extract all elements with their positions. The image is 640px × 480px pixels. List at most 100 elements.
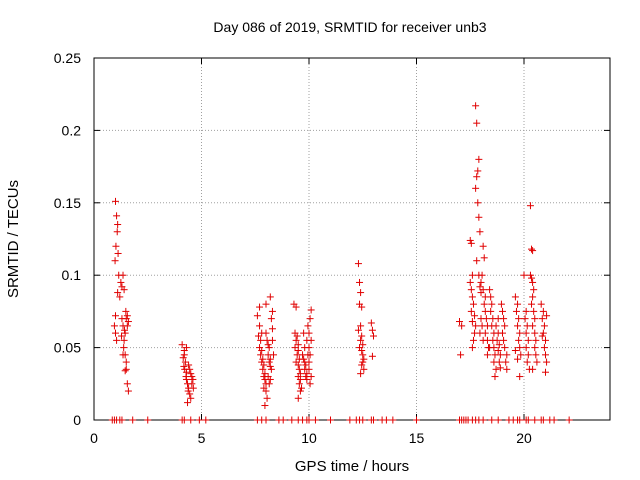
data-point	[529, 278, 537, 286]
data-point	[356, 278, 364, 286]
data-point	[265, 380, 273, 388]
data-point	[118, 332, 126, 340]
data-point	[522, 329, 530, 337]
data-point	[468, 318, 476, 326]
data-point	[528, 245, 536, 253]
data-point	[185, 361, 193, 369]
data-point	[121, 329, 129, 337]
data-point	[528, 300, 536, 308]
data-point	[538, 332, 546, 340]
y-tick-label: 0.2	[62, 122, 82, 138]
data-point	[495, 358, 503, 366]
data-point	[346, 416, 354, 424]
y-tick-label: 0.25	[54, 50, 81, 66]
data-point	[493, 336, 501, 344]
y-tick-label: 0	[73, 412, 81, 428]
data-point	[180, 362, 188, 370]
data-point	[266, 375, 274, 383]
data-point	[473, 119, 481, 127]
data-point	[524, 416, 532, 424]
data-point	[516, 344, 524, 352]
data-point	[471, 312, 479, 320]
data-point	[114, 289, 122, 297]
data-point	[265, 358, 273, 366]
data-point	[413, 416, 420, 424]
data-point	[540, 344, 548, 352]
data-point	[305, 416, 313, 424]
data-point	[474, 199, 482, 207]
axis-ticks: 0 5 10 15 20 0 0.05 0.1 0.15 0.2 0.25	[54, 50, 610, 446]
data-point	[184, 399, 192, 407]
data-point	[118, 416, 126, 424]
data-point	[113, 228, 121, 236]
data-point	[494, 416, 502, 424]
data-point	[523, 358, 531, 366]
data-point	[477, 278, 485, 286]
data-point	[291, 344, 299, 352]
data-point	[189, 384, 197, 392]
y-tick-label: 0.1	[62, 267, 82, 283]
data-point	[301, 344, 309, 352]
data-point	[539, 416, 547, 424]
data-point	[268, 325, 276, 333]
data-point	[202, 416, 210, 424]
data-point	[121, 326, 129, 334]
data-point	[358, 303, 366, 311]
data-point	[367, 319, 375, 327]
data-point	[260, 361, 268, 369]
data-point	[354, 260, 362, 268]
data-point	[359, 341, 367, 349]
data-point	[497, 300, 505, 308]
data-point	[195, 416, 203, 424]
data-point	[529, 322, 537, 330]
data-point	[486, 344, 494, 352]
data-point	[389, 416, 397, 424]
data-point	[503, 365, 511, 373]
data-point	[257, 351, 265, 359]
data-point	[120, 286, 128, 294]
data-point	[477, 315, 485, 323]
data-point	[494, 346, 502, 354]
data-point	[182, 375, 190, 383]
data-point	[302, 361, 310, 369]
data-point	[305, 358, 313, 366]
data-point	[487, 293, 495, 301]
data-point	[129, 416, 137, 424]
data-point	[304, 351, 312, 359]
data-point	[480, 300, 488, 308]
data-point	[472, 322, 480, 330]
data-point	[267, 365, 275, 373]
data-point	[354, 326, 362, 334]
data-point	[253, 312, 261, 320]
data-point	[542, 336, 549, 344]
data-point	[479, 336, 487, 344]
data-point	[521, 315, 529, 323]
data-point	[456, 318, 463, 326]
data-point	[478, 271, 486, 279]
data-point	[357, 322, 365, 330]
data-point	[357, 289, 365, 297]
data-point	[488, 300, 496, 308]
data-point	[262, 300, 270, 308]
data-point	[303, 336, 311, 344]
data-point	[360, 365, 368, 373]
data-point	[300, 329, 308, 337]
data-point	[487, 307, 495, 315]
data-point	[358, 361, 366, 369]
data-point	[112, 329, 119, 337]
data-point	[181, 358, 189, 366]
data-point	[186, 365, 194, 373]
data-point	[180, 416, 188, 424]
data-point	[514, 322, 522, 330]
data-point	[526, 271, 534, 279]
data-point	[539, 329, 547, 337]
data-point	[458, 322, 466, 330]
data-point	[279, 416, 287, 424]
data-point	[370, 416, 377, 424]
data-point	[360, 355, 368, 363]
data-point	[542, 368, 549, 376]
data-point	[539, 307, 547, 315]
data-point	[292, 303, 300, 311]
data-point	[503, 351, 511, 359]
